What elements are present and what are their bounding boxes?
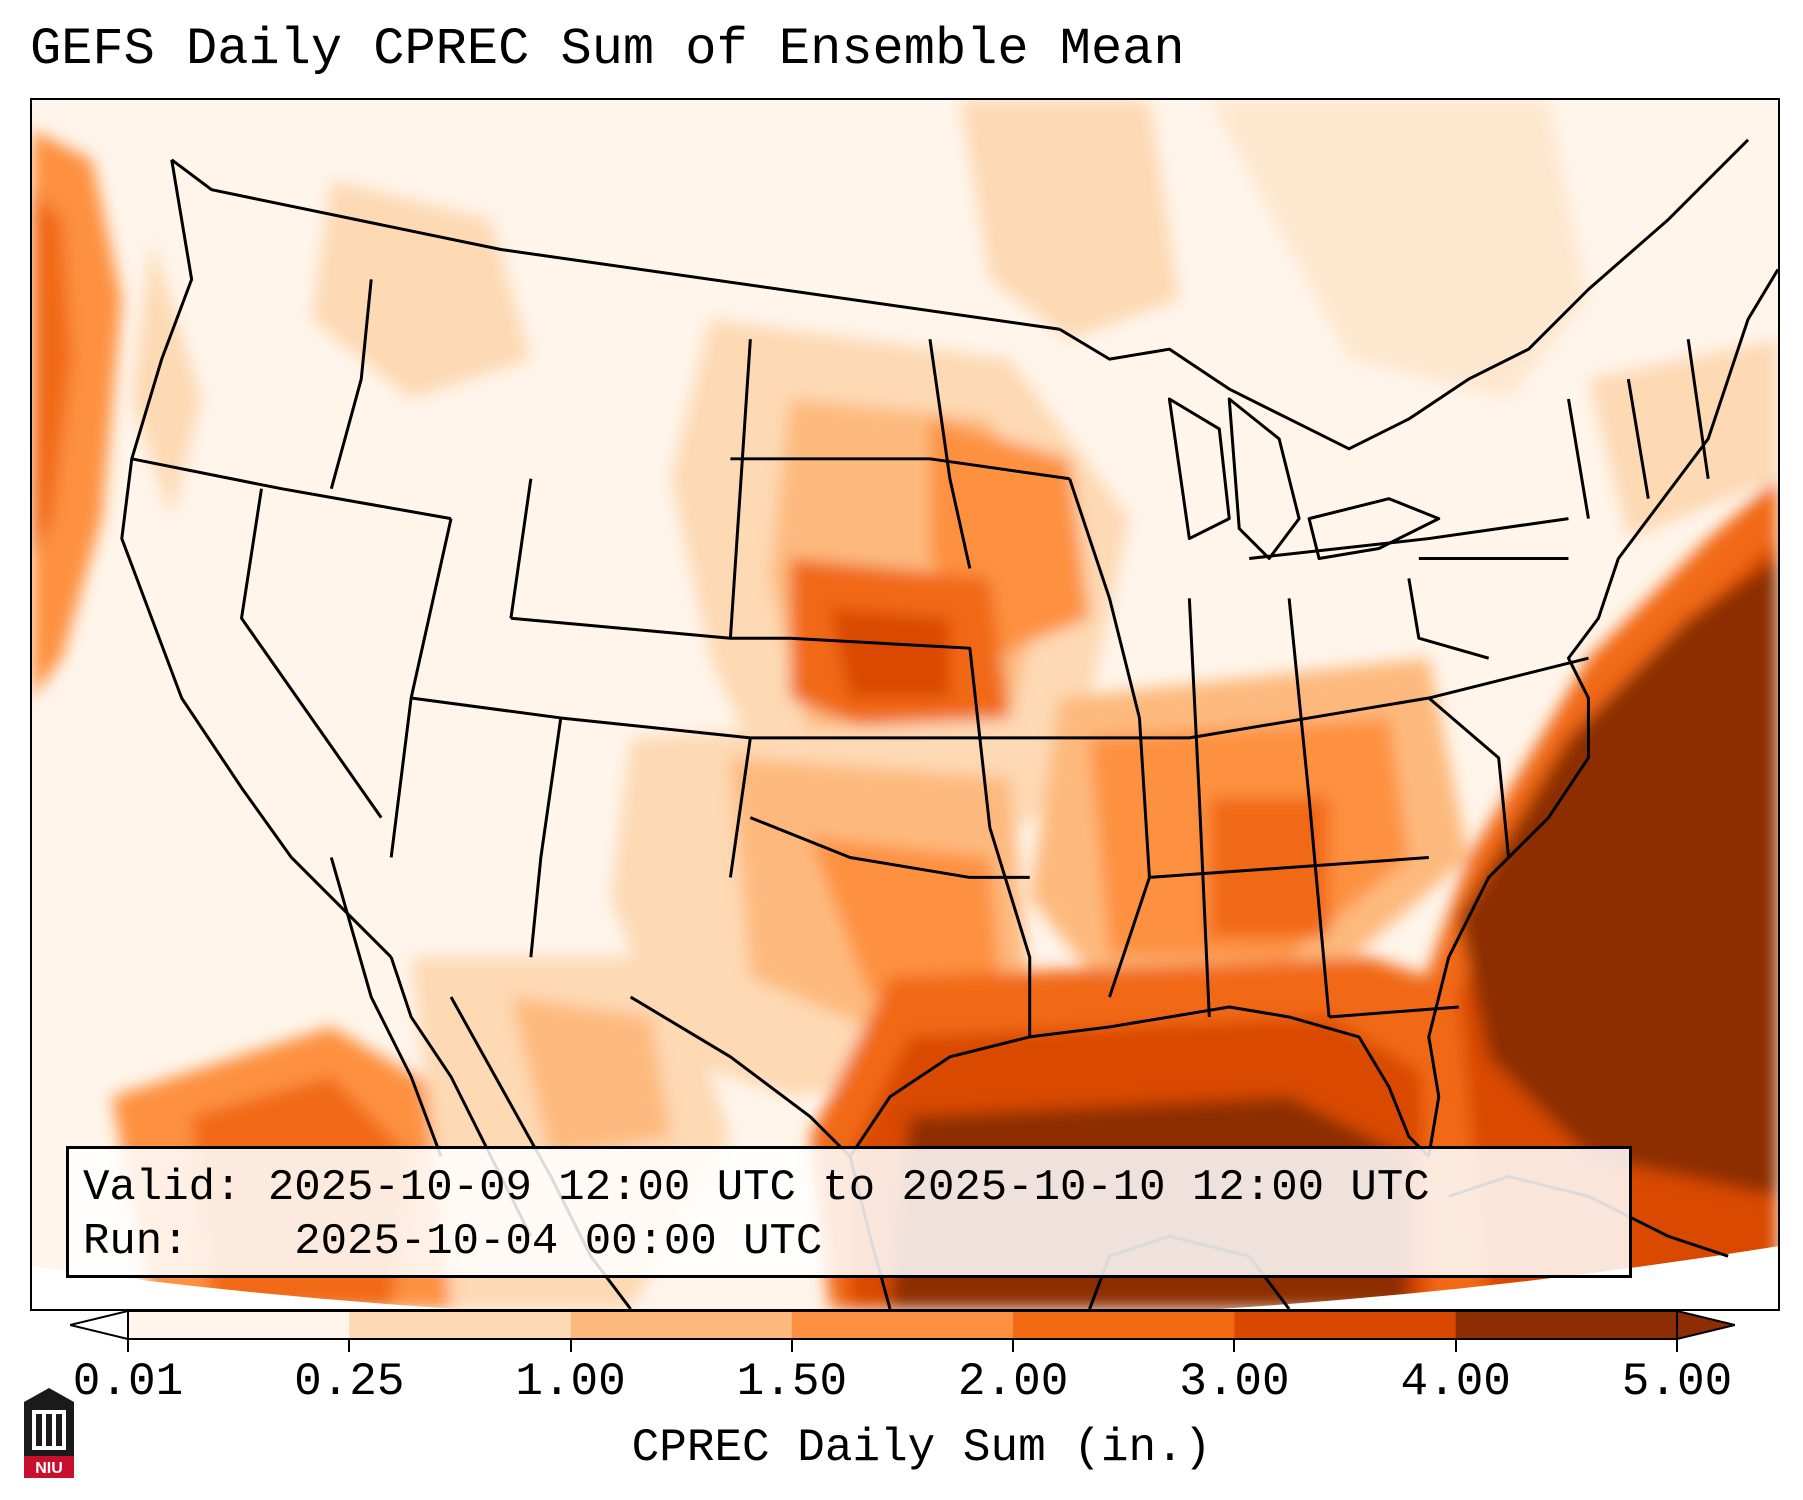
colorbar-tick-label: 1.50 bbox=[736, 1356, 848, 1408]
colorbar-tick-label: 0.25 bbox=[294, 1356, 405, 1408]
colorbar-tick-label: 1.00 bbox=[515, 1356, 626, 1408]
colorbar-tick bbox=[1454, 1338, 1457, 1352]
colorbar-bin bbox=[570, 1311, 793, 1339]
map-svg bbox=[32, 100, 1778, 1309]
colorbar-tick-label: 0.01 bbox=[72, 1356, 184, 1408]
colorbar-tick-label: 3.00 bbox=[1179, 1356, 1290, 1408]
colorbar-tick bbox=[1012, 1338, 1015, 1352]
colorbar-tick-label: 4.00 bbox=[1400, 1356, 1511, 1408]
logo-badge bbox=[24, 1456, 74, 1478]
colorbar-tick-label: 2.00 bbox=[957, 1356, 1069, 1408]
colorbar-extend-max bbox=[1676, 1310, 1735, 1340]
precipitation-map[interactable] bbox=[30, 98, 1780, 1311]
colorbar bbox=[70, 1310, 1735, 1340]
colorbar-tick bbox=[127, 1338, 129, 1352]
colorbar-bin bbox=[1234, 1311, 1457, 1339]
valid-label: Valid: bbox=[83, 1163, 242, 1213]
colorbar-tick-label: 5.00 bbox=[1621, 1356, 1733, 1408]
colorbar-bin bbox=[791, 1311, 1014, 1339]
colorbar-extend-min bbox=[70, 1310, 129, 1340]
colorbar-bin bbox=[1013, 1311, 1235, 1339]
chart-title: GEFS Daily CPREC Sum of Ensemble Mean bbox=[30, 20, 1185, 79]
colorbar-tick bbox=[348, 1338, 351, 1352]
colorbar-label: CPREC Daily Sum (in.) bbox=[631, 1422, 1212, 1474]
colorbar-ticks bbox=[0, 1338, 1803, 1352]
run-value: 2025-10-04 00:00 UTC bbox=[294, 1217, 823, 1267]
colorbar-tick bbox=[790, 1338, 793, 1352]
run-label: Run: bbox=[83, 1217, 189, 1267]
colorbar-tick bbox=[1676, 1338, 1678, 1352]
colorbar-tick bbox=[1233, 1338, 1236, 1352]
colorbar-tick bbox=[569, 1338, 572, 1352]
colorbar-bin bbox=[128, 1311, 350, 1339]
run-info-box: Valid: 2025-10-09 12:00 UTC to 2025-10-1… bbox=[66, 1146, 1632, 1278]
valid-value: 2025-10-09 12:00 UTC to 2025-10-10 12:00… bbox=[267, 1163, 1430, 1213]
projection-edge bbox=[32, 1246, 1778, 1309]
niu-logo: NIU bbox=[24, 1388, 74, 1478]
logo-text: NIU bbox=[35, 1460, 63, 1477]
colorbar-bin bbox=[1455, 1311, 1678, 1339]
colorbar-frame bbox=[127, 1310, 1678, 1340]
colorbar-bin bbox=[349, 1311, 572, 1339]
